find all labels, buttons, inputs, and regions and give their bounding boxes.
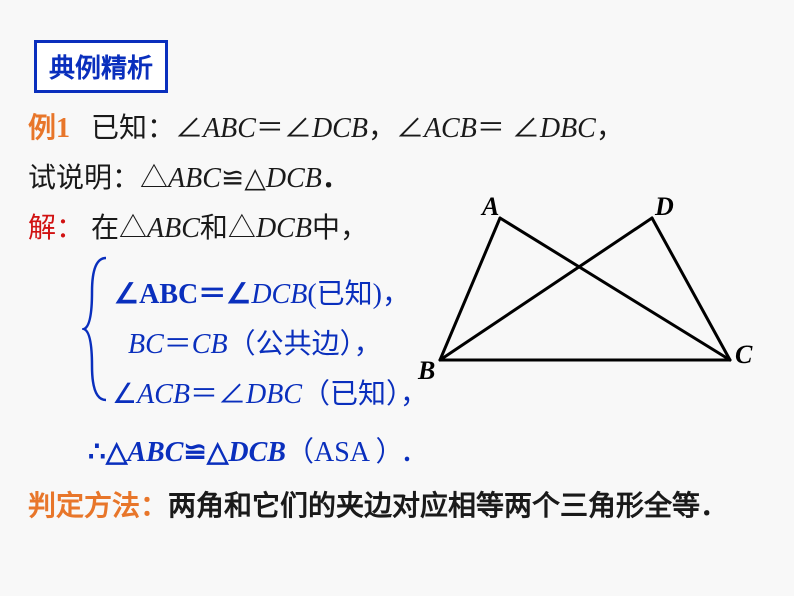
geometry-diagram: ADBC	[430, 210, 750, 375]
text-part: 中，	[312, 213, 368, 244]
text-line: 试说明：△ABC≌△DCB．	[28, 156, 350, 196]
brace	[82, 254, 112, 409]
example-tag-label: 典例精析	[49, 54, 153, 83]
text-part: 试说明：△	[28, 163, 168, 194]
text-part: ABC	[203, 113, 256, 144]
text-part: DCB	[228, 437, 286, 468]
text-part: DCB	[256, 213, 312, 244]
text-part: 两角和它们的夹边对应相等两个三角形全等．	[168, 491, 728, 522]
text-part: .	[403, 437, 410, 468]
text-part: DBC	[540, 113, 596, 144]
text-part: ，∠	[368, 113, 424, 144]
text-line: 解： 在△ABC和△DCB中，	[28, 206, 368, 246]
text-part: DBC	[246, 379, 302, 410]
text-part: ，	[596, 113, 624, 144]
text-line: ∠ABC＝∠DCB(已知)，	[114, 272, 410, 312]
text-part: DCB	[266, 163, 322, 194]
text-part: ≌△	[183, 437, 228, 468]
text-part: ACB	[424, 113, 477, 144]
text-line: 判定方法：两角和它们的夹边对应相等两个三角形全等．	[28, 484, 728, 524]
text-line: ∴△ABC≌△DCB（ASA ）.	[88, 430, 410, 470]
text-part: 和△	[200, 213, 256, 244]
vertex-label: A	[482, 192, 499, 222]
text-part: 在△	[84, 213, 147, 244]
diagram-svg	[430, 210, 750, 375]
text-part: DCB	[251, 279, 307, 310]
text-part: CB	[192, 329, 228, 360]
text-part: ∠	[112, 379, 137, 410]
vertex-label: B	[418, 356, 435, 386]
text-part: （公共边），	[228, 329, 382, 360]
text-part: ABC	[127, 437, 183, 468]
text-part: ＝	[164, 329, 192, 360]
text-line: 例1 已知：∠ABC＝∠DCB，∠ACB＝ ∠DBC，	[28, 106, 624, 146]
text-part: ∠ABC＝∠	[114, 279, 251, 310]
text-part: ＝∠	[190, 379, 246, 410]
text-part: 判定方法：	[28, 491, 168, 522]
example-tag: 典例精析	[34, 40, 168, 93]
text-part: ∴△	[88, 437, 127, 468]
text-part: BC	[128, 329, 164, 360]
text-part: 解：	[28, 213, 84, 244]
text-part: DCB	[312, 113, 368, 144]
text-part: (已知)，	[307, 279, 410, 310]
text-part: ABC	[147, 213, 200, 244]
text-part: （已知），	[302, 379, 428, 410]
text-line: ∠ACB＝∠DBC（已知），	[112, 372, 428, 412]
brace-svg	[82, 254, 112, 404]
vertex-label: D	[655, 192, 674, 222]
text-part: ＝∠	[256, 113, 312, 144]
text-part: ＝ ∠	[477, 113, 540, 144]
text-part: ．	[322, 163, 350, 194]
text-part: ACB	[137, 379, 190, 410]
text-part: 已知：∠	[70, 113, 203, 144]
text-part: 例1	[28, 113, 70, 144]
text-part: （ASA ）	[286, 437, 403, 468]
text-part: ≌△	[221, 163, 266, 194]
text-line: BC＝CB（公共边），	[128, 322, 382, 362]
vertex-label: C	[735, 340, 752, 370]
text-part: ABC	[168, 163, 221, 194]
